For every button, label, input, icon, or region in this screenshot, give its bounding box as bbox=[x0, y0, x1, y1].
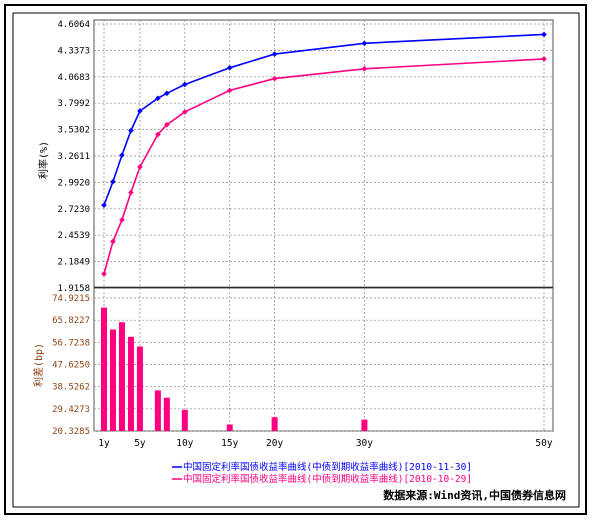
series-line-2010-11-30 bbox=[103, 33, 545, 206]
x-tick-label: 1y bbox=[98, 438, 110, 449]
series-point bbox=[271, 51, 278, 57]
bottom-y-ticks: 74.9215 65.8227 56.7238 47.6250 38.5262 29.42… bbox=[52, 294, 90, 437]
spread-bar bbox=[226, 424, 233, 431]
x-axis-ticks: 1y 5y 10y 15y 20y 30y 50y bbox=[98, 438, 553, 449]
top-y-tick-label: 3.2611 bbox=[57, 152, 90, 162]
series-point bbox=[361, 40, 368, 47]
top-y-tick-label: 4.0683 bbox=[57, 73, 90, 83]
series-point bbox=[101, 271, 107, 277]
top-y-tick-label: 2.1849 bbox=[57, 258, 90, 268]
top-y-axis-label: 利率(%) bbox=[37, 141, 50, 179]
series-point bbox=[541, 31, 547, 38]
top-y-tick-label: 2.9920 bbox=[57, 178, 90, 188]
bottom-plot-area bbox=[93, 287, 554, 432]
series-point bbox=[271, 75, 278, 82]
x-tick-label: 20y bbox=[266, 438, 283, 449]
series-point bbox=[361, 65, 368, 72]
spread-bar bbox=[101, 307, 107, 431]
spread-bar bbox=[154, 390, 161, 431]
series-point bbox=[119, 217, 125, 223]
bottom-y-tick-label: 38.5262 bbox=[52, 383, 90, 393]
series-point bbox=[110, 238, 116, 245]
series-point bbox=[226, 87, 233, 94]
inner-border bbox=[12, 12, 580, 508]
series-line-2010-10-29 bbox=[103, 58, 545, 275]
series-point bbox=[128, 189, 134, 196]
series-point bbox=[164, 90, 170, 97]
spread-bar bbox=[271, 417, 278, 431]
top-y-tick-label: 3.5302 bbox=[57, 126, 90, 136]
x-tick-label: 10y bbox=[176, 438, 193, 449]
spread-bar bbox=[181, 409, 188, 431]
bottom-grid bbox=[94, 288, 553, 432]
top-y-tick-label: 3.7992 bbox=[57, 99, 90, 109]
top-plot-area bbox=[93, 19, 554, 289]
spread-bar bbox=[109, 329, 116, 431]
series-point bbox=[101, 202, 107, 208]
spread-bar bbox=[361, 419, 368, 431]
top-series bbox=[101, 31, 547, 277]
spread-bar bbox=[163, 397, 170, 431]
series-point bbox=[541, 56, 547, 62]
bottom-y-tick-label: 47.6250 bbox=[52, 361, 90, 371]
legend-entry-pink: 中国固定利率国债收益率曲线(中债到期收益率曲线)[2010-10-29] bbox=[183, 473, 472, 485]
bottom-y-axis-label: 利差(bp) bbox=[32, 343, 45, 387]
top-y-tick-label: 2.4539 bbox=[57, 231, 90, 241]
top-y-ticks: 4.6064 4.3373 4.0683 3.7992 3.5302 3.2611 2.99… bbox=[57, 20, 90, 294]
x-tick-label: 30y bbox=[356, 438, 373, 449]
bottom-bars bbox=[101, 307, 368, 431]
bottom-y-tick-label: 74.9215 bbox=[52, 294, 90, 304]
spread-bar bbox=[136, 346, 143, 431]
series-point bbox=[110, 178, 116, 185]
bottom-y-tick-label: 56.7238 bbox=[52, 338, 90, 348]
spread-bar bbox=[127, 336, 134, 431]
x-tick-label: 15y bbox=[221, 438, 238, 449]
series-point bbox=[182, 81, 188, 88]
series-point bbox=[137, 164, 143, 170]
series-point bbox=[155, 131, 161, 138]
legend-entry-blue: 中国固定利率国债收益率曲线(中债到期收益率曲线)[2010-11-30] bbox=[183, 461, 472, 473]
bottom-y-tick-label: 65.8227 bbox=[52, 316, 90, 326]
top-y-tick-label: 4.3373 bbox=[57, 46, 90, 56]
top-y-tick-label: 2.7230 bbox=[57, 205, 90, 215]
spread-bar bbox=[118, 322, 125, 431]
series-point bbox=[137, 108, 143, 114]
bottom-y-tick-label: 29.4273 bbox=[52, 405, 90, 415]
top-y-tick-label: 1.9158 bbox=[57, 284, 90, 294]
bottom-y-tick-label: 20.3285 bbox=[52, 427, 90, 437]
series-point bbox=[119, 152, 125, 158]
series-point bbox=[128, 127, 134, 134]
x-tick-label: 50y bbox=[535, 438, 552, 449]
series-point bbox=[155, 95, 161, 102]
series-point bbox=[164, 121, 170, 128]
series-point bbox=[226, 65, 233, 71]
top-y-tick-label: 4.6064 bbox=[57, 20, 90, 30]
legend: 中国固定利率国债收益率曲线(中债到期收益率曲线)[2010-11-30] 中国固… bbox=[172, 461, 472, 485]
series-point bbox=[182, 109, 188, 115]
x-tick-label: 5y bbox=[134, 438, 146, 449]
source-note: 数据来源:Wind资讯,中国债券信息网 bbox=[383, 488, 566, 502]
